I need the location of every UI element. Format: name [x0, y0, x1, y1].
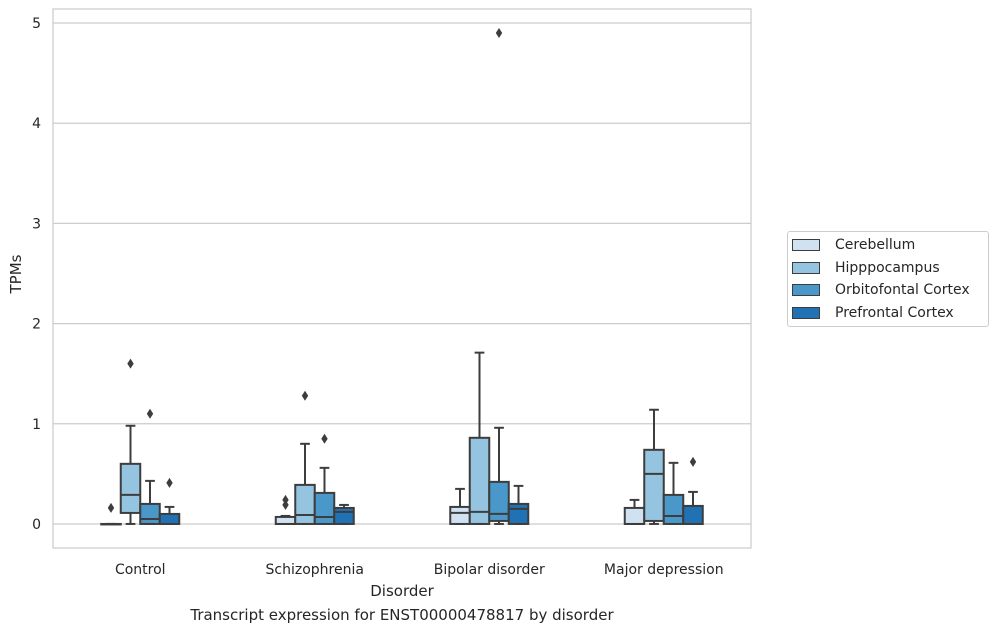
box-iqr: [158, 512, 181, 525]
box-plots: [100, 28, 704, 526]
box-hipppocampus: [119, 358, 142, 525]
outlier-point: [282, 499, 289, 510]
y-axis-label: TPMs: [7, 254, 25, 294]
box-cerebellum: [100, 502, 122, 526]
legend-label: Orbitofontal Cortex: [835, 282, 970, 298]
box-iqr: [119, 462, 142, 514]
y-tick-label: 3: [32, 216, 41, 232]
box-iqr: [643, 448, 665, 522]
box-iqr: [139, 502, 161, 525]
y-tick-label: 1: [32, 417, 41, 433]
legend-item: Hipppocampus: [792, 258, 940, 278]
x-tick-label: Schizophrenia: [266, 562, 364, 578]
box-iqr: [333, 506, 355, 525]
box-iqr: [623, 506, 646, 525]
box-orbitofontal-cortex: [313, 433, 336, 525]
box-iqr: [488, 480, 510, 522]
legend-swatch: [792, 306, 820, 319]
box-iqr: [294, 483, 316, 525]
box-cerebellum: [623, 498, 646, 525]
box-iqr: [313, 491, 336, 525]
box-prefrontal-cortex: [682, 456, 704, 525]
grid-lines: [53, 22, 751, 525]
outlier-point: [321, 433, 328, 444]
chart-caption: Transcript expression for ENST0000047881…: [190, 606, 614, 624]
outlier-point: [495, 28, 503, 39]
outlier-point: [301, 390, 309, 401]
outlier-point: [107, 502, 115, 513]
legend-label: Prefrontal Cortex: [835, 304, 954, 321]
box-cerebellum: [274, 494, 297, 525]
legend-item: Cerebellum: [792, 235, 915, 255]
y-tick-label: 2: [32, 317, 41, 333]
box-prefrontal-cortex: [507, 484, 530, 525]
outlier-point: [146, 408, 154, 419]
box-iqr: [468, 436, 491, 525]
plot-area-frame: [52, 8, 752, 549]
box-iqr: [682, 504, 704, 525]
outlier-point: [689, 456, 697, 467]
box-iqr: [274, 515, 297, 525]
box-hipppocampus: [643, 408, 665, 525]
box-iqr: [449, 505, 471, 525]
x-tick-label: Control: [115, 562, 166, 578]
legend-item: Orbitofontal Cortex: [792, 280, 970, 300]
legend: Cerebellum Hipppocampus Orbitofontal Corte…: [787, 231, 989, 327]
x-tick-label: Major depression: [604, 562, 724, 578]
y-tick-label: 4: [32, 116, 41, 132]
outlier-point: [282, 494, 289, 505]
x-axis-label: Disorder: [370, 582, 434, 600]
box-hipppocampus: [468, 351, 491, 525]
box-iqr: [507, 502, 530, 525]
legend-item: Prefrontal Cortex: [792, 303, 954, 323]
box-orbitofontal-cortex: [662, 461, 685, 525]
box-iqr: [662, 493, 685, 525]
y-axis-ticks: 0 1 2 3 4 5: [32, 16, 41, 533]
box-orbitofontal-cortex: [139, 408, 161, 525]
x-axis-ticks: Control Schizophrenia Bipolar disorder Majo…: [115, 562, 724, 578]
y-tick-label: 0: [32, 517, 41, 533]
box-orbitofontal-cortex: [488, 28, 510, 525]
legend-swatch: [792, 239, 820, 251]
box-hipppocampus: [294, 390, 316, 525]
box-cerebellum: [449, 487, 471, 525]
legend-label: Hipppocampus: [835, 259, 940, 276]
outlier-point: [166, 477, 173, 488]
box-prefrontal-cortex: [158, 477, 181, 525]
y-tick-label: 5: [32, 16, 41, 32]
legend-swatch: [792, 284, 820, 296]
legend-swatch: [792, 261, 820, 274]
outlier-point: [127, 358, 134, 369]
x-tick-label: Bipolar disorder: [434, 562, 545, 578]
legend-label: Cerebellum: [835, 237, 916, 253]
box-prefrontal-cortex: [333, 503, 355, 525]
